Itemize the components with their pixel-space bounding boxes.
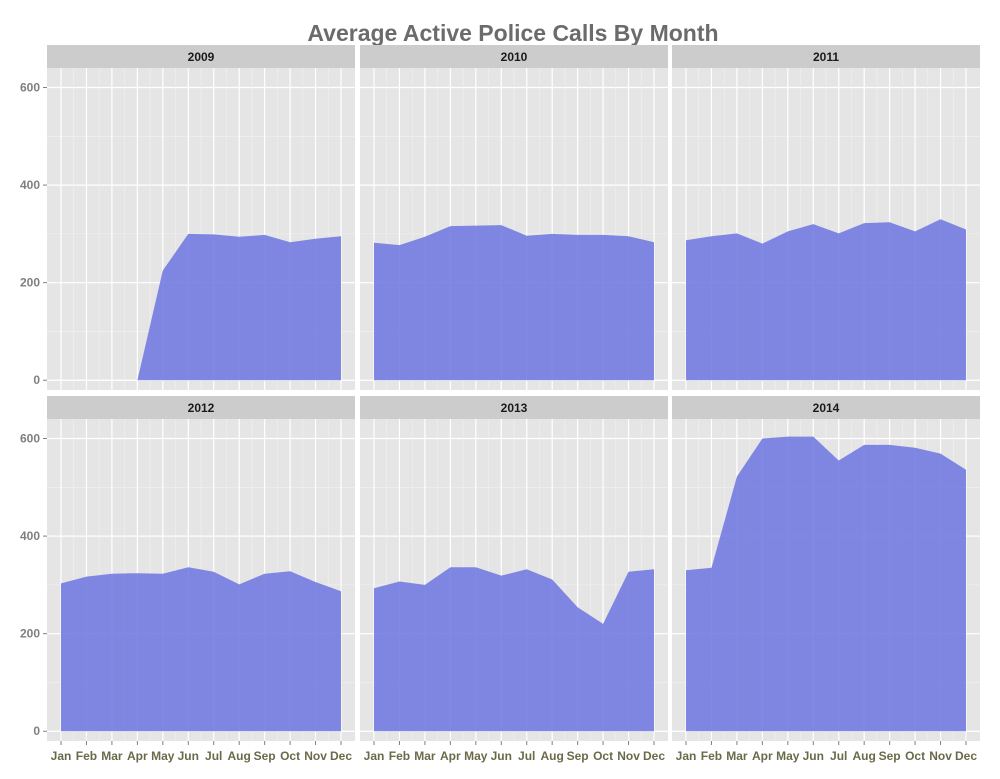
area-series-2011 bbox=[686, 219, 966, 381]
area-series-2010 bbox=[374, 225, 654, 381]
x-tick-label-nov: Nov bbox=[929, 749, 952, 763]
x-tick-label-sep: Sep bbox=[567, 749, 589, 763]
y-axis: 0 200 400 600 0 200 400 600 bbox=[20, 81, 47, 738]
x-tick-label-mar: Mar bbox=[726, 749, 748, 763]
x-tick-label-oct: Oct bbox=[593, 749, 613, 763]
y-tick-label: 0 bbox=[33, 724, 40, 738]
x-tick-label-may: May bbox=[776, 749, 800, 763]
x-tick-label-jun: Jun bbox=[178, 749, 199, 763]
x-tick-label-feb: Feb bbox=[389, 749, 410, 763]
y-tick-label: 200 bbox=[20, 627, 40, 641]
x-tick-label-dec: Dec bbox=[643, 749, 665, 763]
x-tick-label-dec: Dec bbox=[330, 749, 352, 763]
x-tick-label-mar: Mar bbox=[101, 749, 123, 763]
x-tick-label-nov: Nov bbox=[304, 749, 327, 763]
x-tick-label-jan: Jan bbox=[364, 749, 385, 763]
facet-strip bbox=[360, 45, 668, 68]
x-tick-label-mar: Mar bbox=[414, 749, 436, 763]
facet-strip bbox=[360, 396, 668, 419]
x-tick-label-jul: Jul bbox=[830, 749, 847, 763]
facet-label: 2011 bbox=[813, 50, 839, 64]
x-tick-label-jun: Jun bbox=[803, 749, 824, 763]
chart-title: Average Active Police Calls By Month bbox=[307, 20, 718, 46]
x-tick-label-sep: Sep bbox=[254, 749, 276, 763]
facet-label: 2012 bbox=[188, 401, 215, 415]
x-axis: Jan Feb Mar Apr May Jun Jul Aug Sep Oct Nov Dec Jan F… bbox=[51, 741, 977, 763]
x-tick-label-nov: Nov bbox=[617, 749, 640, 763]
y-tick-label: 400 bbox=[20, 178, 40, 192]
x-tick-label-oct: Oct bbox=[905, 749, 925, 763]
y-tick-label: 600 bbox=[20, 432, 40, 446]
facet-panel-2009: 2009 bbox=[47, 45, 355, 390]
facet-strip bbox=[672, 45, 980, 68]
x-tick-label-jan: Jan bbox=[51, 749, 72, 763]
facet-panel-2012: 2012 bbox=[47, 396, 355, 741]
facet-label: 2009 bbox=[188, 50, 215, 64]
x-tick-label-jun: Jun bbox=[491, 749, 512, 763]
y-tick-label: 600 bbox=[20, 81, 40, 95]
facet-panel-2011: 2011 bbox=[672, 45, 980, 390]
x-tick-label-aug: Aug bbox=[228, 749, 251, 763]
x-tick-label-aug: Aug bbox=[541, 749, 564, 763]
facet-strip bbox=[672, 396, 980, 419]
x-tick-label-apr: Apr bbox=[127, 749, 148, 763]
facet-strip bbox=[47, 396, 355, 419]
x-tick-label-may: May bbox=[151, 749, 175, 763]
x-tick-label-may: May bbox=[464, 749, 488, 763]
area-series-2009 bbox=[137, 233, 341, 381]
area-series-2012 bbox=[61, 567, 341, 732]
y-tick-label: 400 bbox=[20, 529, 40, 543]
area-series-2013 bbox=[374, 567, 654, 732]
x-tick-label-jul: Jul bbox=[518, 749, 535, 763]
facet-label: 2010 bbox=[501, 50, 528, 64]
x-tick-label-apr: Apr bbox=[752, 749, 773, 763]
facet-label: 2013 bbox=[501, 401, 528, 415]
facet-panel-2014: 2014 bbox=[672, 396, 980, 741]
area-series-2014 bbox=[686, 436, 966, 732]
x-tick-label-feb: Feb bbox=[701, 749, 722, 763]
x-tick-label-aug: Aug bbox=[853, 749, 876, 763]
x-tick-label-oct: Oct bbox=[280, 749, 300, 763]
facet-panel-2013: 2013 bbox=[360, 396, 668, 741]
x-tick-label-jan: Jan bbox=[676, 749, 697, 763]
y-tick-label: 200 bbox=[20, 276, 40, 290]
facet-label: 2014 bbox=[813, 401, 840, 415]
x-tick-label-feb: Feb bbox=[76, 749, 97, 763]
y-tick-label: 0 bbox=[33, 373, 40, 387]
facet-panel-2010: 2010 bbox=[360, 45, 668, 390]
facet-panels: 2009 2010 2011 2012 2013 2014 bbox=[47, 45, 980, 741]
x-tick-label-sep: Sep bbox=[879, 749, 901, 763]
x-tick-label-apr: Apr bbox=[440, 749, 461, 763]
x-tick-label-dec: Dec bbox=[955, 749, 977, 763]
x-tick-label-jul: Jul bbox=[205, 749, 222, 763]
facet-strip bbox=[47, 45, 355, 68]
